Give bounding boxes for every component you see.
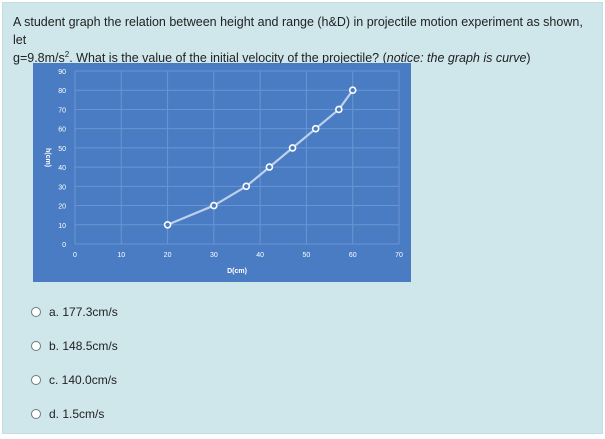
data-point xyxy=(288,144,297,152)
data-point xyxy=(335,105,343,114)
radio-a-icon[interactable] xyxy=(31,306,41,317)
data-point xyxy=(348,86,357,95)
data-point xyxy=(265,163,274,171)
chart: 0 10 20 30 40 50 60 70 80 90 0 10 20 30 40 50 60 70 D(cm) h… xyxy=(33,63,411,282)
x-tick-label: 40 xyxy=(256,252,264,259)
question-notice: notice: the graph is curve xyxy=(386,51,527,65)
question-line-1: A student graph the relation between hei… xyxy=(13,15,583,47)
y-tick-label: 80 xyxy=(58,88,66,95)
x-tick-label: 60 xyxy=(349,252,357,259)
data-point xyxy=(242,182,251,191)
x-tick-label: 70 xyxy=(395,252,403,259)
y-tick-label: 50 xyxy=(58,146,66,153)
x-axis-label: D(cm) xyxy=(227,268,247,275)
option-d-label: d. 1.5cm/s xyxy=(49,406,105,421)
option-c-label: c. 140.0cm/s xyxy=(49,372,118,387)
y-tick-label: 30 xyxy=(58,184,66,191)
x-tick-label: 30 xyxy=(210,252,218,259)
y-tick-label: 40 xyxy=(58,165,66,172)
y-tick-label: 60 xyxy=(58,127,66,134)
question-gravity: g=9.8m/s xyxy=(13,51,65,65)
radio-b-icon[interactable] xyxy=(31,340,41,351)
y-tick-label: 70 xyxy=(58,107,66,114)
option-b-label: b. 148.5cm/s xyxy=(49,338,118,353)
question-line-2: g=9.8m/s2. What is the value of the init… xyxy=(13,49,598,67)
question-close-paren: ) xyxy=(526,51,531,65)
y-axis-label: h(cm) xyxy=(44,148,51,167)
question-card: A student graph the relation between hei… xyxy=(2,2,603,434)
y-tick-label: 0 xyxy=(62,242,66,249)
radio-d-icon[interactable] xyxy=(31,408,41,419)
y-tick-label: 90 xyxy=(58,69,66,76)
data-point xyxy=(311,124,320,133)
radio-c-icon[interactable] xyxy=(31,374,41,385)
option-d[interactable]: d. 1.5cm/s xyxy=(31,405,118,422)
answer-options: a. 177.3cm/s b. 148.5cm/s c. 140.0cm/s d… xyxy=(31,303,118,439)
question-exponent: 2 xyxy=(64,49,70,59)
option-b[interactable]: b. 148.5cm/s xyxy=(31,337,118,354)
x-tick-label: 50 xyxy=(303,252,311,259)
x-tick-label: 0 xyxy=(73,252,77,259)
series-line xyxy=(167,89,354,226)
option-c[interactable]: c. 140.0cm/s xyxy=(31,371,118,388)
x-tick-label: 20 xyxy=(164,252,172,259)
option-a[interactable]: a. 177.3cm/s xyxy=(31,303,118,320)
data-point xyxy=(210,201,218,210)
chart-svg: 0 10 20 30 40 50 60 70 80 90 0 10 20 30 40 50 60 70 D(cm) h… xyxy=(33,63,411,282)
data-point xyxy=(163,220,172,229)
question-ask: . What is the value of the initial veloc… xyxy=(69,51,387,65)
chart-background xyxy=(33,63,411,282)
y-tick-label: 20 xyxy=(58,204,66,211)
x-tick-label: 10 xyxy=(117,252,125,259)
y-tick-label: 10 xyxy=(58,223,66,230)
option-a-label: a. 177.3cm/s xyxy=(49,304,118,319)
question-text: A student graph the relation between hei… xyxy=(13,13,598,67)
